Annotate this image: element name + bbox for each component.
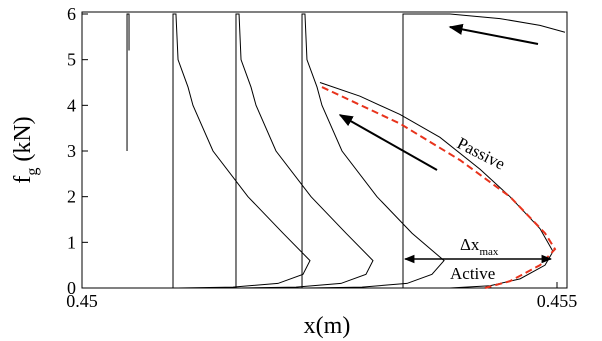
y-label-unit: (kN)	[10, 116, 36, 167]
annotation: Active	[450, 264, 495, 283]
data-line	[235, 13, 374, 289]
y-tick-label: 4	[67, 95, 76, 115]
x-tick-label: 0.455	[537, 291, 578, 311]
x-axis-label: x(m)	[304, 313, 351, 339]
y-tick-label: 0	[67, 278, 76, 298]
y-tick-label: 6	[67, 4, 76, 24]
annotation: Passive	[454, 134, 508, 174]
arrow	[338, 114, 438, 171]
data-line	[321, 86, 557, 289]
y-tick-label: 1	[67, 232, 76, 252]
data-line	[301, 13, 445, 289]
y-label-sub: g	[24, 168, 41, 176]
y-tick-label: 2	[67, 187, 76, 207]
y-axis-label: fg (kN)	[10, 116, 41, 183]
data-line	[126, 13, 130, 151]
annotation-main: Δx	[460, 235, 480, 254]
annotation: Δxmax	[460, 235, 499, 258]
data-layer	[126, 13, 566, 289]
data-line	[172, 13, 311, 289]
y-label-main: f	[10, 176, 36, 184]
arrow	[448, 23, 539, 45]
data-line	[319, 13, 566, 289]
y-tick-label: 3	[67, 141, 76, 161]
x-tick-label: 0.45	[66, 291, 98, 311]
annotation-sub: max	[479, 246, 498, 258]
y-tick-label: 5	[67, 50, 76, 70]
